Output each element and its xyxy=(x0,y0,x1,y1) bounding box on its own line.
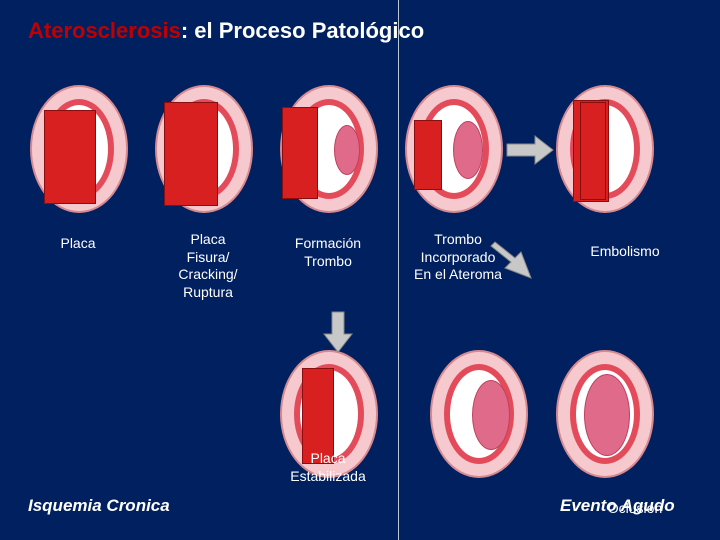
data-box xyxy=(282,107,318,199)
data-box xyxy=(580,102,606,200)
label-embolismo: Embolismo xyxy=(570,243,680,261)
arrow-icon xyxy=(318,310,378,370)
label-placa: Placa xyxy=(38,235,118,253)
label-estabilizada: Placa Estabilizada xyxy=(268,450,388,485)
label-fisura: Placa Fisura/ Cracking/ Ruptura xyxy=(158,231,258,301)
data-box xyxy=(414,120,442,190)
bottom-right-label: Evento Agudo xyxy=(560,496,675,516)
arrow-icon xyxy=(505,130,565,190)
label-formacion: Formación Trombo xyxy=(278,235,378,270)
title-red: Aterosclerosis xyxy=(28,18,181,43)
data-box xyxy=(44,110,96,204)
bottom-left-label: Isquemia Cronica xyxy=(28,496,170,516)
label-incorporado: Trombo Incorporado En el Ateroma xyxy=(398,231,518,284)
vessel-oclusion xyxy=(556,350,654,478)
data-box xyxy=(164,102,218,206)
slide-title: Aterosclerosis: el Proceso Patológico xyxy=(28,18,424,44)
title-white: : el Proceso Patológico xyxy=(181,18,424,43)
vessel-near-oclusion xyxy=(430,350,528,478)
